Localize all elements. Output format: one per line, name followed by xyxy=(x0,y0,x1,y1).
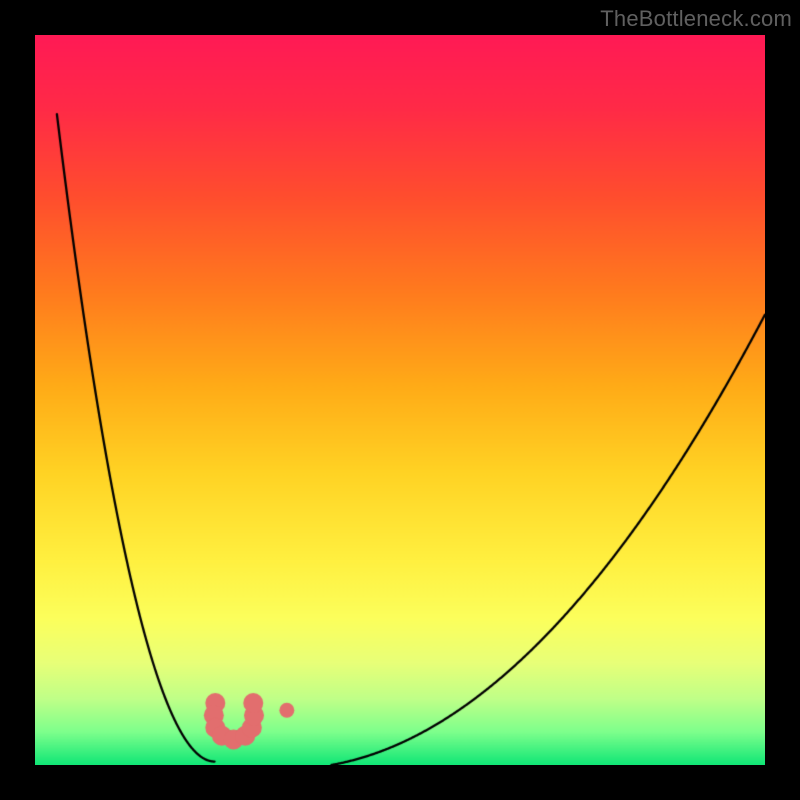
chart-frame xyxy=(0,0,800,800)
bottleneck-curve-chart xyxy=(35,35,765,765)
chart-stage: TheBottleneck.com xyxy=(0,0,800,800)
watermark-text: TheBottleneck.com xyxy=(600,6,792,32)
